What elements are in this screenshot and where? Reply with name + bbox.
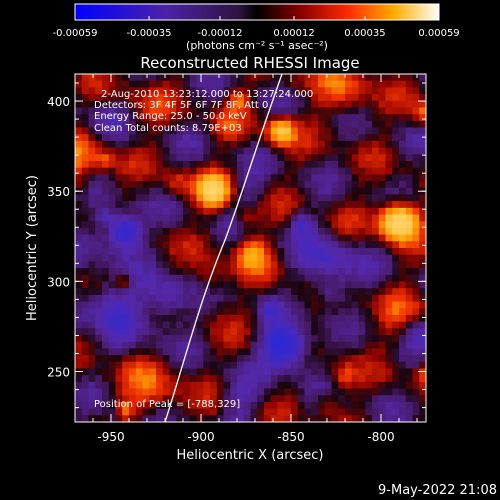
footer-date: 9-May-2022 21:08 bbox=[378, 483, 497, 498]
plot-frame bbox=[74, 73, 427, 423]
heatmap-image bbox=[75, 74, 426, 422]
colorbar-tick-label: 0.00035 bbox=[344, 28, 385, 39]
y-tick-label: 300 bbox=[47, 275, 70, 289]
y-tick-label: 350 bbox=[47, 185, 70, 199]
peak-position-text: Position of Peak = [-788,329] bbox=[94, 399, 240, 410]
solar-limb-line bbox=[164, 74, 283, 422]
colorbar-ticks: -0.00059 -0.00035 -0.00012 0.00012 0.00035 0.… bbox=[53, 16, 460, 39]
colorbar-tick-label: -0.00035 bbox=[127, 28, 172, 39]
y-tick-label: 250 bbox=[47, 366, 70, 380]
y-axis-label: Heliocentric Y (arcsec) bbox=[25, 175, 40, 321]
annotation-block: 2-Aug-2010 13:23:12.000 to 13:27:24.000 … bbox=[94, 89, 313, 134]
colorbar-tick-label: -0.00059 bbox=[53, 28, 98, 39]
x-tick-label: -850 bbox=[277, 430, 304, 444]
method-counts-text: Clean Total counts: 8.79E+03 bbox=[94, 123, 242, 134]
x-axis-label: Heliocentric X (arcsec) bbox=[177, 448, 324, 463]
colorbar-unit-label: (photons cm⁻² s⁻¹ asec⁻²) bbox=[186, 39, 328, 52]
colorbar-tick-label: 0.00012 bbox=[273, 28, 314, 39]
colorbar bbox=[74, 3, 440, 21]
plot-title: Reconstructed RHESSI Image bbox=[140, 54, 359, 72]
energy-range-text: Energy Range: 25.0 - 50.0 keV bbox=[94, 111, 247, 122]
x-axis-ticks: -950 -900 -850 -800 bbox=[92, 74, 418, 444]
colorbar-tick-label: 0.00059 bbox=[418, 28, 459, 39]
x-tick-label: -950 bbox=[97, 430, 124, 444]
x-tick-label: -900 bbox=[187, 430, 214, 444]
x-tick-label: -800 bbox=[367, 430, 394, 444]
time-range-text: 2-Aug-2010 13:23:12.000 to 13:27:24.000 bbox=[101, 89, 313, 100]
y-tick-label: 400 bbox=[47, 95, 70, 109]
y-axis-ticks: 250 300 350 400 bbox=[47, 82, 426, 409]
colorbar-tick-label: -0.00012 bbox=[197, 28, 242, 39]
detectors-text: Detectors: 3F 4F 5F 6F 7F 8F, Att 0 bbox=[94, 100, 268, 111]
